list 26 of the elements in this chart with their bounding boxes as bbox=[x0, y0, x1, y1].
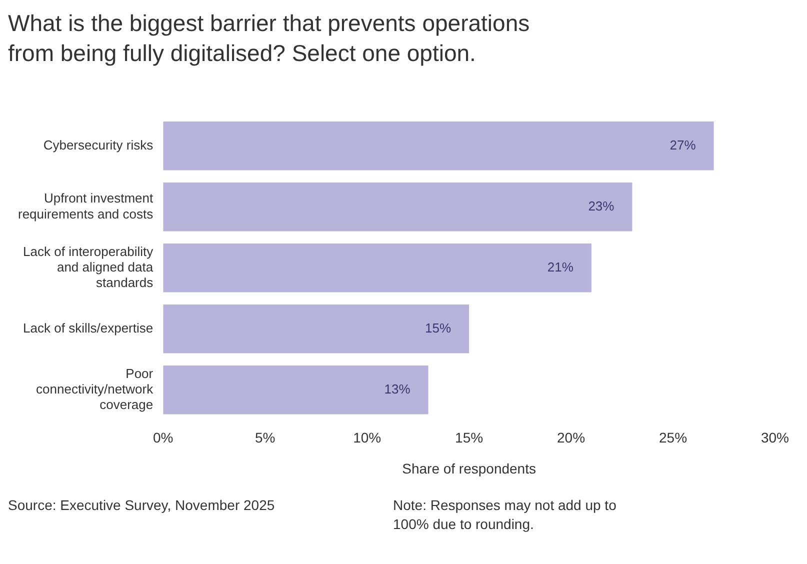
bar bbox=[163, 366, 428, 414]
y-tick-label: Lack of interoperability and aligned data standards bbox=[23, 244, 154, 290]
x-tick-label: 25% bbox=[658, 430, 688, 446]
bar bbox=[163, 122, 714, 170]
x-tick-label: 20% bbox=[557, 430, 586, 446]
y-tick-label: Lack of skills/expertise bbox=[23, 320, 154, 336]
x-axis-title: Share of respondents bbox=[402, 460, 536, 476]
data-label: 21% bbox=[547, 259, 574, 274]
x-tick-label: 0% bbox=[153, 430, 174, 446]
y-tick-label: Upfront investment requirements and costs bbox=[18, 190, 154, 222]
y-tick-label: Cybersecurity risks bbox=[43, 137, 154, 152]
data-label: 13% bbox=[384, 381, 411, 396]
data-label: 15% bbox=[425, 320, 452, 336]
data-label: 23% bbox=[588, 198, 615, 214]
bar bbox=[163, 244, 592, 292]
text: Note: Responses may not add up to 100% due to rounding. bbox=[393, 496, 618, 534]
x-tick-label: 10% bbox=[353, 430, 382, 446]
bar bbox=[163, 182, 632, 232]
x-tick-label: 15% bbox=[455, 430, 484, 446]
y-tick-label: Poor connectivity/network coverage bbox=[36, 366, 154, 412]
data-label: 27% bbox=[670, 137, 696, 152]
bar bbox=[163, 304, 470, 354]
x-tick-label: 30% bbox=[760, 430, 790, 446]
x-tick-label: 5% bbox=[254, 430, 276, 446]
source-note: Source: Executive Survey, November 2025 bbox=[8, 496, 276, 515]
chart-title: What is the biggest barrier that prevents operations from being fully digitalised? Select one option. bbox=[8, 9, 531, 68]
